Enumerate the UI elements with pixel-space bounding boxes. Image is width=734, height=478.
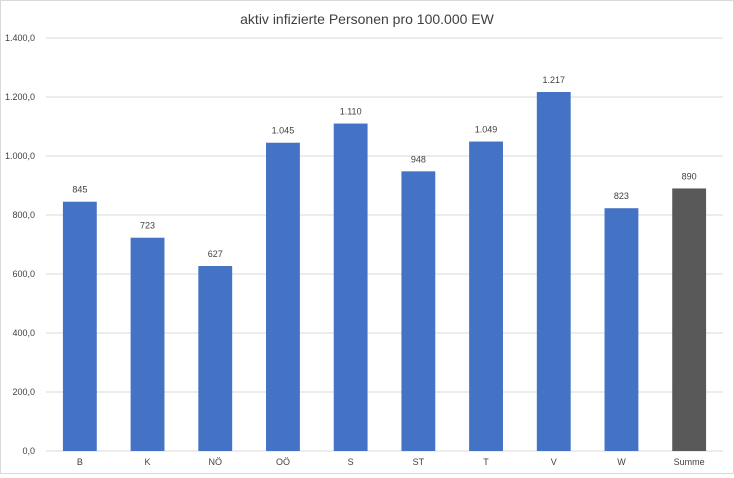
x-axis-tick-labels: B K NÖ OÖ S ST T V W Summe: [77, 457, 705, 467]
bar: [536, 91, 571, 452]
bar: [469, 141, 503, 452]
data-label: 845: [72, 185, 87, 195]
x-tick-label: S: [348, 457, 354, 467]
bar: [333, 123, 368, 452]
x-tick-label: T: [483, 457, 489, 467]
bar: [266, 142, 300, 451]
chart-title: aktiv infizierte Personen pro 100.000 EW: [240, 11, 494, 27]
y-tick-label: 200,0: [12, 387, 35, 397]
x-tick-label: W: [617, 457, 626, 467]
x-tick-label: V: [551, 457, 557, 467]
bars: [62, 91, 707, 452]
x-tick-label: B: [77, 457, 83, 467]
y-tick-label: 1.200,0: [5, 92, 35, 102]
y-tick-label: 1.000,0: [5, 151, 35, 161]
y-tick-label: 1.400,0: [5, 33, 35, 43]
data-label: 823: [614, 191, 629, 201]
y-tick-label: 800,0: [12, 210, 35, 220]
x-tick-label: NÖ: [209, 457, 223, 467]
bar: [401, 171, 436, 451]
bar: [604, 208, 639, 451]
x-tick-label: OÖ: [276, 457, 290, 467]
data-label: 627: [208, 249, 223, 259]
bar: [130, 237, 165, 451]
bar: [672, 188, 707, 451]
x-tick-label: Summe: [674, 457, 705, 467]
data-label: 890: [682, 171, 697, 181]
x-tick-label: K: [145, 457, 151, 467]
data-label: 1.217: [542, 75, 565, 85]
y-axis-tick-labels: 0,0 200,0 400,0 600,0 800,0 1.000,0 1.200,0 1.4…: [5, 33, 35, 456]
bar: [198, 266, 233, 451]
data-labels: 845 723 627 1.045 1.110 948 1.049 1.217 823 890: [72, 75, 696, 259]
data-label: 1.045: [272, 126, 295, 136]
y-tick-label: 0,0: [22, 446, 35, 456]
x-tick-label: ST: [413, 457, 425, 467]
data-label: 948: [411, 154, 426, 164]
y-tick-label: 600,0: [12, 269, 35, 279]
bar: [62, 201, 97, 451]
y-tick-label: 400,0: [12, 328, 35, 338]
data-label: 1.110: [340, 107, 362, 117]
data-label: 723: [140, 221, 155, 231]
data-label: 1.049: [475, 125, 498, 135]
